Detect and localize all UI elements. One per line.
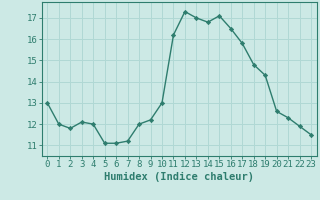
- X-axis label: Humidex (Indice chaleur): Humidex (Indice chaleur): [104, 172, 254, 182]
